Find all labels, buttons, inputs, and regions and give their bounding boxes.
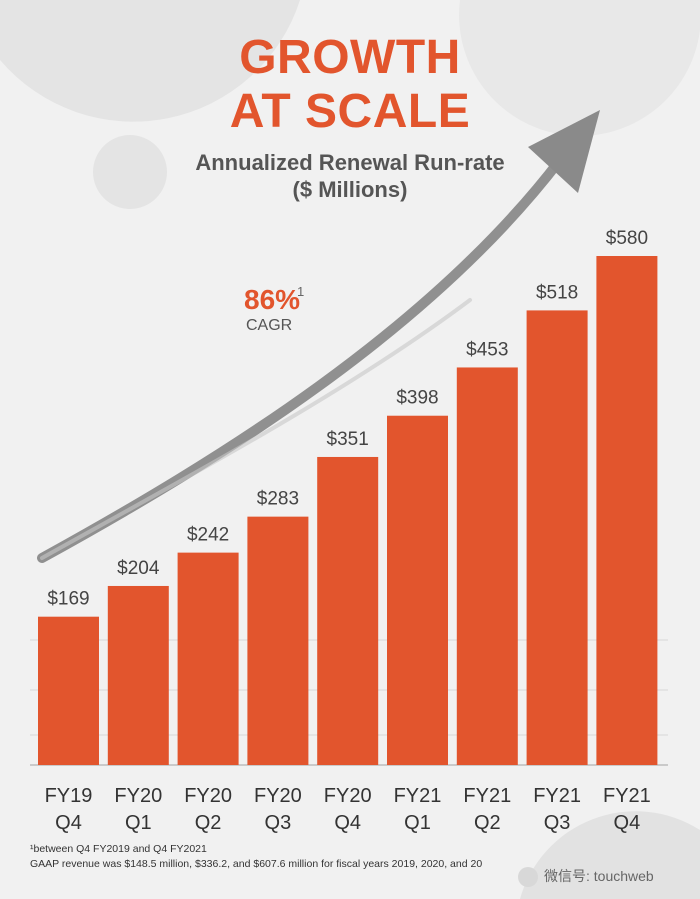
page-title-line2: AT SCALE xyxy=(229,85,471,138)
x-tick-label: FY20 xyxy=(254,785,302,807)
data-label: $398 xyxy=(396,388,438,409)
bar xyxy=(177,552,239,765)
watermark: 微信号: touchweb xyxy=(518,862,700,890)
data-label: $242 xyxy=(187,525,229,546)
x-tick-label: FY21 xyxy=(394,785,442,807)
x-tick-labels-group: FY19 Q4 FY20 Q1 FY20 Q2 FY20 Q3 FY20 Q4 FY21 Q1 FY21… xyxy=(45,785,651,834)
x-tick-label: Q4 xyxy=(334,812,361,834)
chart-subtitle-line1: Annualized Renewal Run-rate xyxy=(195,150,505,175)
x-tick-label: Q2 xyxy=(195,812,222,834)
bars-group xyxy=(38,256,658,765)
watermark-text: 微信号: touchweb xyxy=(544,868,654,884)
data-label: $351 xyxy=(327,429,369,450)
x-tick-label: Q1 xyxy=(404,812,431,834)
bar xyxy=(38,616,99,765)
x-tick-label: FY20 xyxy=(184,785,232,807)
bar xyxy=(596,256,658,765)
x-tick-label: FY20 xyxy=(114,785,162,807)
x-tick-label: FY20 xyxy=(324,785,372,807)
data-label: $204 xyxy=(117,558,160,579)
x-tick-label: Q3 xyxy=(265,812,292,834)
bar xyxy=(247,516,309,765)
x-tick-label: Q4 xyxy=(614,812,641,834)
x-tick-label: FY19 xyxy=(45,785,93,807)
page-title-line1: GROWTH xyxy=(239,31,461,84)
cagr-label: CAGR xyxy=(246,317,293,334)
cagr-footnote-marker: 1 xyxy=(297,284,305,299)
x-tick-label: FY21 xyxy=(463,785,511,807)
data-label: $453 xyxy=(466,339,508,360)
x-tick-label: Q3 xyxy=(544,812,571,834)
data-label: $518 xyxy=(536,282,578,303)
footnote-1: ¹between Q4 FY2019 and Q4 FY2021 xyxy=(30,843,207,855)
x-tick-label: Q4 xyxy=(55,812,82,834)
x-tick-label: FY21 xyxy=(603,785,651,807)
cagr-value: 86% xyxy=(244,284,301,315)
bar xyxy=(387,415,448,765)
growth-arrow-icon xyxy=(37,110,600,563)
data-label: $283 xyxy=(257,489,299,510)
bar xyxy=(526,310,588,765)
wechat-icon xyxy=(518,867,538,888)
chart-subtitle-line2: ($ Millions) xyxy=(292,177,408,202)
data-label: $169 xyxy=(47,589,89,610)
x-tick-label: FY21 xyxy=(533,785,581,807)
data-labels-group: $169 $204 $242 $283 $351 $398 $453 $518 $580 xyxy=(47,228,648,610)
bar xyxy=(317,456,379,765)
bar xyxy=(107,585,169,765)
footnote-2: GAAP revenue was $148.5 million, $336.2,… xyxy=(30,858,483,870)
x-tick-label: Q2 xyxy=(474,812,501,834)
data-label: $580 xyxy=(606,228,648,249)
bar xyxy=(456,367,518,765)
x-tick-label: Q1 xyxy=(125,812,152,834)
